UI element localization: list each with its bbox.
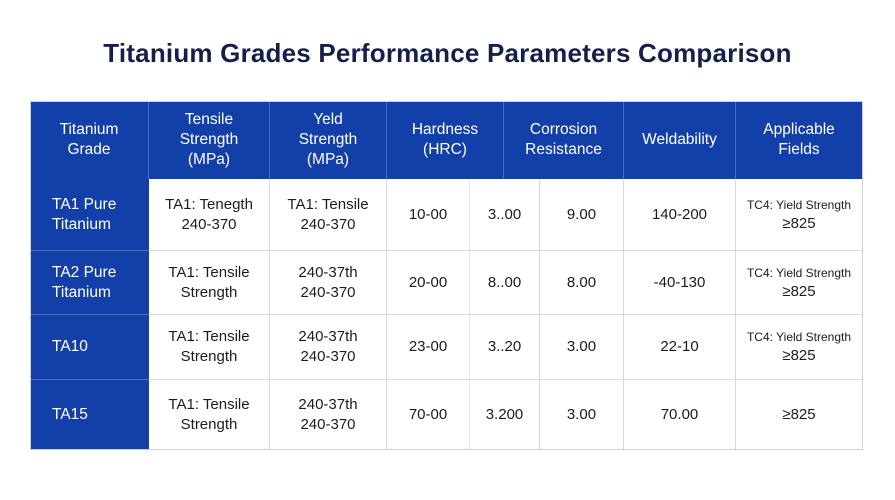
tensile-cell: TA1: Tensile Strength: [149, 251, 270, 315]
fields-line: TC4: Yield Strength: [746, 265, 852, 280]
weldability-cell: 140-200: [624, 179, 736, 251]
column-header: Titanium Grade: [30, 101, 149, 179]
hardness-extra-cell: 3..20: [470, 315, 540, 380]
weldability-cell: 22-10: [624, 315, 736, 380]
hardness-extra-cell: 3..00: [470, 179, 540, 251]
column-header: Weldability: [624, 101, 736, 179]
comparison-table: Titanium Grade Tensile Strength (MPa) Yeld…: [30, 101, 863, 450]
column-header: Hardness (HRC): [387, 101, 504, 179]
fields-value: ≥825: [782, 405, 816, 423]
corrosion-cell: 3.00: [540, 315, 624, 380]
corrosion-cell: 8.00: [540, 251, 624, 315]
fields-cell: TC4: Yield Strength ≥825: [736, 315, 863, 380]
hardness-cell: 10-00: [387, 179, 470, 251]
corrosion-cell: 9.00: [540, 179, 624, 251]
yield-cell: 240-37th 240-370: [270, 380, 387, 450]
tensile-cell: TA1: Tensile Strength: [149, 380, 270, 450]
fields-value: ≥825: [782, 214, 816, 232]
grade-cell: TA2 Pure Titanium: [30, 251, 149, 315]
tensile-cell: TA1: Tenegth 240-370: [149, 179, 270, 251]
weldability-cell: -40-130: [624, 251, 736, 315]
fields-cell: ≥825: [736, 380, 863, 450]
hardness-extra-cell: 3.200: [470, 380, 540, 450]
hardness-cell: 70-00: [387, 380, 470, 450]
fields-line: TC4: Yield Strength: [746, 330, 852, 344]
fields-cell: TC4: Yield Strength ≥825: [736, 179, 863, 251]
column-header: Tensile Strength (MPa): [149, 101, 270, 179]
column-header: Yeld Strength (MPa): [270, 101, 387, 179]
hardness-extra-cell: 8..00: [470, 251, 540, 315]
hardness-cell: 20-00: [387, 251, 470, 315]
column-header: Applicable Fields: [736, 101, 863, 179]
fields-value: ≥825: [782, 282, 816, 300]
grade-cell: TA10: [30, 315, 149, 380]
yield-cell: 240-37th 240-370: [270, 315, 387, 380]
hardness-cell: 23-00: [387, 315, 470, 380]
tensile-cell: TA1: Tensile Strength: [149, 315, 270, 380]
yield-cell: TA1: Tensile 240-370: [270, 179, 387, 251]
weldability-cell: 70.00: [624, 380, 736, 450]
yield-cell: 240-37th 240-370: [270, 251, 387, 315]
fields-line: TC4: Yield Strength: [746, 197, 852, 212]
column-header: Corrosion Resistance: [504, 101, 624, 179]
fields-cell: TC4: Yield Strength ≥825: [736, 251, 863, 315]
page-title: Titanium Grades Performance Parameters C…: [103, 38, 792, 68]
fields-value: ≥825: [782, 347, 816, 364]
corrosion-cell: 3.00: [540, 380, 624, 450]
grade-cell: TA15: [30, 380, 149, 450]
grade-cell: TA1 Pure Titanium: [30, 179, 149, 251]
